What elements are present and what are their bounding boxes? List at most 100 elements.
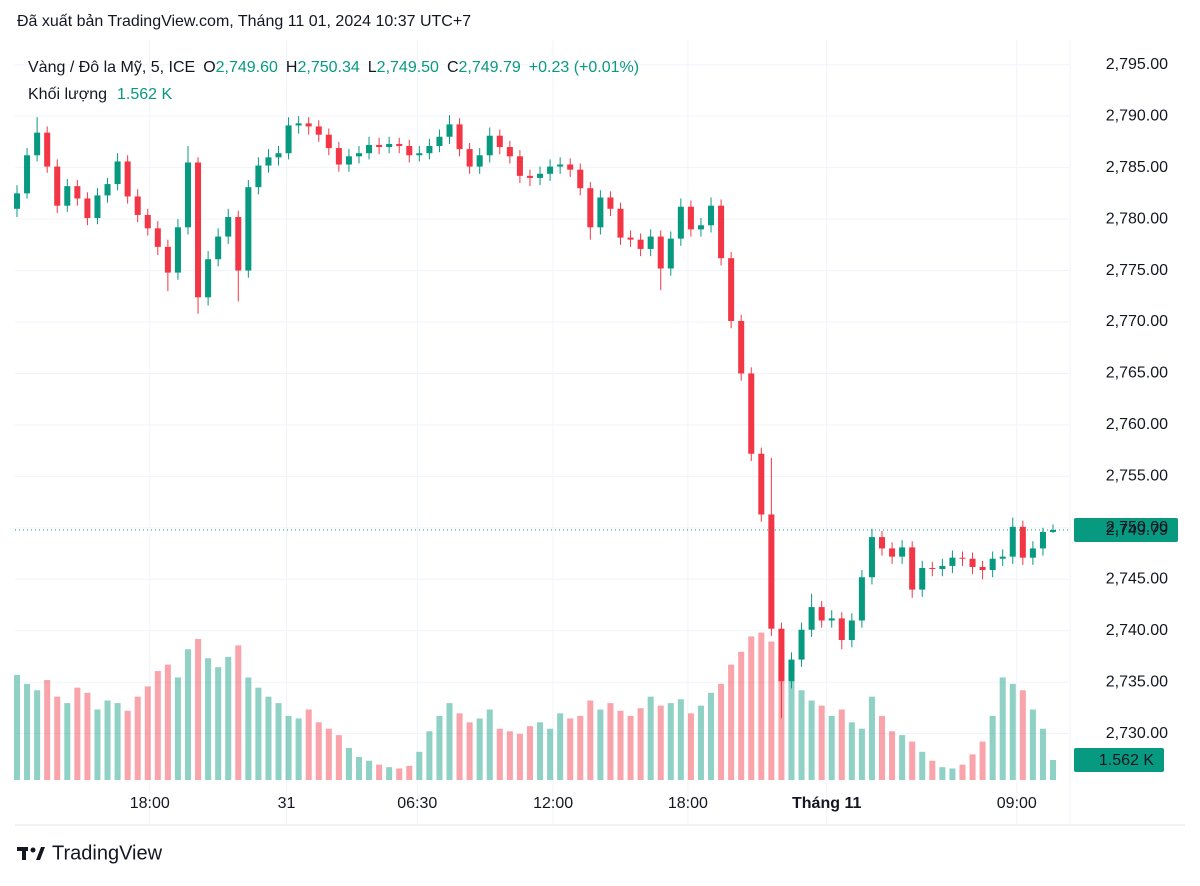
volume-bar <box>376 764 383 780</box>
volume-bar <box>818 705 825 780</box>
candle-body <box>335 148 342 165</box>
candle-body <box>516 156 523 176</box>
candle-body <box>889 548 896 557</box>
volume-bar <box>899 735 906 780</box>
candle-body <box>1009 526 1016 557</box>
candle-body <box>235 217 242 271</box>
volume-bar <box>708 692 715 780</box>
candle-body <box>848 620 855 641</box>
candle-body <box>275 153 282 158</box>
candle-body <box>577 169 584 189</box>
candle-body <box>979 566 986 571</box>
candle-body <box>114 161 121 185</box>
volume-bar <box>557 713 564 780</box>
candle-body <box>798 629 805 660</box>
candle-layer <box>13 115 1057 719</box>
candle-body <box>929 567 936 570</box>
candle-body <box>677 206 684 239</box>
volume-bar <box>617 710 624 780</box>
candle-body <box>667 238 674 269</box>
legend-open: 2,749.60 <box>216 59 278 76</box>
volume-bar <box>597 709 604 780</box>
volume-bar <box>94 709 101 780</box>
volume-bar <box>788 677 795 780</box>
volume-bar <box>919 751 926 780</box>
volume-bar <box>325 728 332 780</box>
candle-body <box>255 165 262 188</box>
volume-bar <box>205 658 212 780</box>
volume-bar <box>245 677 252 780</box>
volume-bar <box>929 760 936 780</box>
volume-bar <box>134 696 141 780</box>
candle-body <box>366 144 373 154</box>
y-tick-label: 2,765.00 <box>1106 365 1168 382</box>
legend-high: 2,750.34 <box>297 59 359 76</box>
volume-bar <box>828 715 835 780</box>
candle-body <box>949 557 956 566</box>
candle-body <box>557 164 564 167</box>
volume-bar <box>1029 709 1036 780</box>
candle-body <box>567 164 574 170</box>
x-tick-label: 18:00 <box>668 795 708 812</box>
candle-body <box>788 659 795 682</box>
grid <box>15 40 1070 825</box>
volume-bar <box>969 754 976 780</box>
candle-body <box>697 225 704 230</box>
candle-body <box>134 196 141 215</box>
volume-bar <box>114 703 121 780</box>
volume-bar <box>295 718 302 780</box>
candle-body <box>154 228 161 247</box>
volume-bar <box>184 649 192 780</box>
volume-bar <box>496 728 503 780</box>
volume-bar <box>647 696 654 780</box>
y-tick-label: 2,770.00 <box>1106 313 1168 330</box>
candle-body <box>909 547 916 590</box>
volume-bar <box>516 733 523 780</box>
volume-bar <box>416 751 423 780</box>
candle-body <box>486 135 493 156</box>
volume-bar <box>345 747 352 780</box>
y-tick-label: 2,780.00 <box>1106 210 1168 227</box>
candle-body <box>225 217 232 237</box>
volume-bar <box>1049 759 1057 780</box>
candle-body <box>617 208 624 238</box>
volume-bar <box>335 735 342 780</box>
volume-bar <box>768 641 775 780</box>
volume-bar <box>878 715 886 780</box>
candle-body <box>355 153 362 157</box>
candle-body <box>205 259 212 298</box>
volume-bar <box>386 767 393 780</box>
volume-bar <box>154 671 161 780</box>
footer-brand: TradingView <box>52 842 163 864</box>
header: Đã xuất bản TradingView.com, Tháng 11 01… <box>17 13 471 30</box>
volume-bar <box>778 658 785 780</box>
volume-bar <box>808 700 815 780</box>
volume-bar <box>526 726 533 780</box>
volume-bar <box>24 683 31 780</box>
legend-change: +0.23 (+0.01%) <box>529 59 639 76</box>
candle-body <box>647 236 654 249</box>
last-price-label: 2,749.79 <box>1106 522 1168 539</box>
candle-body <box>13 193 21 209</box>
candle-body <box>315 126 322 135</box>
volume-bar <box>255 687 262 780</box>
volume-bar <box>315 722 322 780</box>
candle-body <box>718 205 725 259</box>
candle-body <box>708 205 715 226</box>
y-tick-label: 2,740.00 <box>1106 622 1168 639</box>
volume-bar <box>999 677 1006 780</box>
legend-o: O <box>203 59 215 76</box>
candle-body <box>24 155 31 194</box>
volume-bar <box>54 696 61 780</box>
volume-bar <box>677 699 684 780</box>
volume-bar <box>909 741 916 780</box>
x-tick-label: Tháng 11 <box>792 795 861 812</box>
volume-bar <box>758 632 765 780</box>
candle-body <box>748 373 755 454</box>
candle-body <box>436 136 443 147</box>
candle-body <box>144 214 151 229</box>
candle-body <box>466 149 473 167</box>
x-tick-label: 06:30 <box>397 795 437 812</box>
candle-body <box>999 556 1006 559</box>
